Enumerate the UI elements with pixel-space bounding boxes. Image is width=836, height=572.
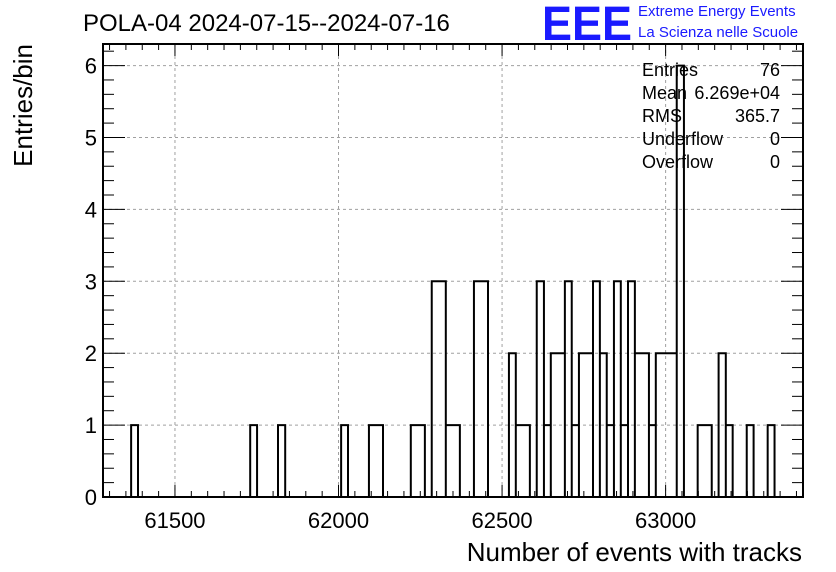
stat-underflow-label: Underflow xyxy=(642,129,724,149)
logo-line-2: La Scienza nelle Scuole xyxy=(638,24,799,41)
histogram-bin xyxy=(432,281,446,497)
y-tick-label: 2 xyxy=(85,341,97,366)
eee-logo-icon: EEE xyxy=(542,2,632,44)
stat-rms-value: 365.7 xyxy=(734,106,780,126)
x-axis-label: Number of events with tracks xyxy=(467,537,802,567)
histogram-bin xyxy=(698,425,712,497)
y-axis-label: Entries/bin xyxy=(8,44,38,167)
histogram-bin xyxy=(747,425,754,497)
stat-underflow: Underflow 0 xyxy=(642,129,780,151)
y-tick-label: 0 xyxy=(85,485,97,510)
histogram-bin xyxy=(572,425,579,497)
histogram-bin xyxy=(565,281,572,497)
y-tick-label: 4 xyxy=(85,197,97,222)
x-tick-label: 61500 xyxy=(144,508,205,533)
stat-mean-value: 6.269e+04 xyxy=(694,83,780,103)
histogram-bin xyxy=(250,425,257,497)
histogram-bin xyxy=(544,425,551,497)
stat-overflow: Overflow 0 xyxy=(642,152,780,174)
histogram-outline xyxy=(103,64,803,498)
stat-rms: RMS 365.7 xyxy=(642,106,780,128)
histogram-bin xyxy=(537,281,544,497)
histogram-bin xyxy=(726,425,733,497)
stat-entries: Entries 76 xyxy=(642,60,780,82)
logo-line-1: Extreme Energy Events xyxy=(638,3,796,20)
histogram-bin xyxy=(131,425,138,497)
y-tick-label: 3 xyxy=(85,269,97,294)
histogram-bin xyxy=(516,425,530,497)
x-tick-label: 62000 xyxy=(308,508,369,533)
stat-overflow-label: Overflow xyxy=(642,152,714,172)
histogram-bin xyxy=(474,281,488,497)
y-tick-label: 1 xyxy=(85,413,97,438)
histogram-bin xyxy=(593,281,600,497)
histogram-bin xyxy=(446,425,460,497)
x-tick-label: 62500 xyxy=(471,508,532,533)
stat-entries-value: 76 xyxy=(759,60,780,80)
histogram-bin xyxy=(649,425,656,497)
stat-overflow-value: 0 xyxy=(769,152,780,172)
histogram-bin xyxy=(369,425,383,497)
y-tick-label: 6 xyxy=(85,54,97,79)
histogram-bin xyxy=(411,425,425,497)
x-tick-label: 63000 xyxy=(635,508,696,533)
histogram-bin xyxy=(607,425,614,497)
histogram-bin xyxy=(551,353,565,497)
histogram-bin xyxy=(628,281,635,497)
stat-rms-label: RMS xyxy=(642,106,682,126)
histogram-bin xyxy=(635,353,649,497)
logo-lettering: EEE xyxy=(542,2,632,44)
histogram-bin xyxy=(614,281,621,497)
histogram-bin xyxy=(278,425,285,497)
histogram-bin xyxy=(621,425,628,497)
stat-mean: Mean 6.269e+04 xyxy=(642,83,780,105)
chart-title: POLA-04 2024-07-15--2024-07-16 xyxy=(83,10,450,37)
histogram-bin xyxy=(341,425,348,497)
stat-underflow-value: 0 xyxy=(769,129,780,149)
histogram-bin xyxy=(768,425,775,497)
stat-mean-label: Mean xyxy=(642,83,688,103)
stat-entries-label: Entries xyxy=(642,60,699,80)
y-tick-label: 5 xyxy=(85,125,97,150)
